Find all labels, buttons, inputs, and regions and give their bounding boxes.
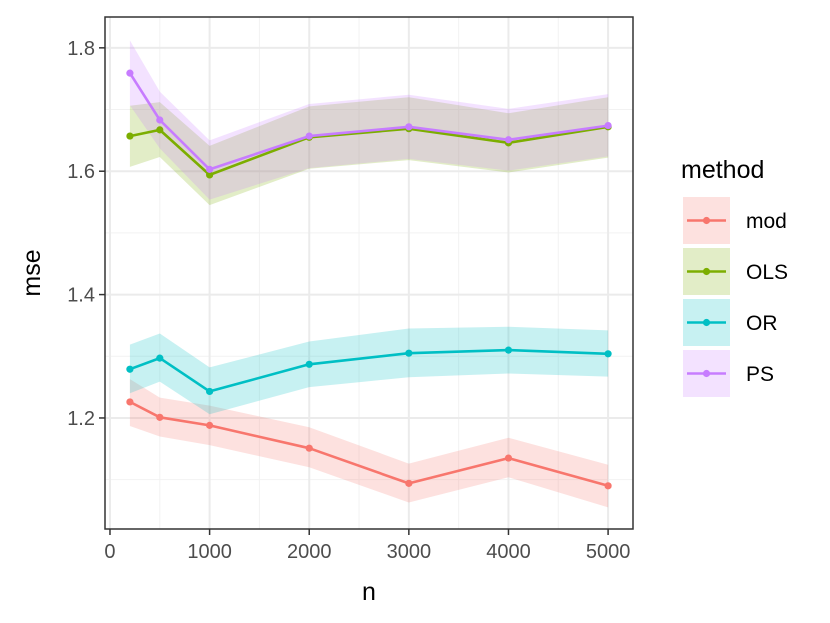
ribbon-or (129, 326, 609, 415)
x-tick-label: 5000 (586, 541, 631, 563)
y-tick-label: 1.4 (67, 285, 95, 307)
point-or (305, 360, 313, 368)
x-tick-label: 4000 (486, 541, 531, 563)
y-tick-label: 1.8 (67, 38, 95, 60)
point-mod (126, 398, 134, 406)
legend-key-point (702, 267, 711, 276)
point-or (206, 387, 214, 396)
point-mod (504, 454, 513, 462)
grid-layer (105, 17, 633, 529)
ribbon-ps (129, 40, 609, 200)
legend-item-ols: OLS (683, 248, 788, 295)
point-ps (504, 136, 513, 144)
legend-item-ps: PS (683, 350, 774, 397)
legend-key-point (702, 369, 711, 378)
point-ols (206, 171, 214, 179)
legend-title: method (681, 156, 764, 184)
point-or (504, 346, 513, 354)
point-ols (156, 126, 164, 134)
point-mod (156, 413, 164, 421)
legend-label-ps: PS (746, 363, 774, 386)
x-tick-label: 1000 (187, 541, 232, 563)
point-mod (206, 421, 214, 429)
ribbon-layer (129, 40, 609, 508)
point-ps (305, 132, 313, 140)
x-tick-label: 0 (104, 541, 115, 563)
point-or (604, 350, 612, 358)
legend-label-ols: OLS (746, 261, 788, 284)
legend-key-point (702, 318, 711, 327)
y-tick-label: 1.2 (67, 408, 95, 430)
x-axis-title: n (362, 578, 376, 606)
point-ps (604, 121, 612, 130)
point-or (126, 365, 134, 373)
point-ps (126, 69, 134, 77)
x-tick-label: 2000 (287, 541, 332, 563)
point-mod (604, 482, 612, 490)
legend-items: mod OLS OR PS (683, 197, 788, 397)
ribbon-mod (129, 379, 609, 508)
point-mod (305, 444, 313, 452)
point-ols (126, 132, 134, 140)
legend: method mod OLS OR PS (681, 156, 788, 397)
legend-key-point (702, 216, 711, 225)
point-ps (206, 165, 214, 173)
legend-label-or: OR (746, 312, 778, 335)
axis-layer: 0 1000 2000 3000 4000 5000 1.2 1.4 1.6 1.8 (67, 38, 630, 563)
y-axis-title: mse (18, 249, 46, 296)
point-or (405, 349, 413, 357)
point-ps (156, 116, 164, 124)
y-tick-label: 1.6 (67, 161, 95, 183)
legend-item-or: OR (683, 299, 778, 346)
legend-label-mod: mod (746, 210, 787, 233)
panel-border (104, 16, 634, 530)
point-ps (405, 123, 413, 131)
point-mod (405, 479, 413, 487)
ribbon-ols (129, 97, 609, 206)
x-tick-label: 3000 (387, 541, 432, 563)
line-layer (126, 69, 612, 490)
point-or (156, 354, 164, 362)
legend-item-mod: mod (683, 197, 787, 244)
